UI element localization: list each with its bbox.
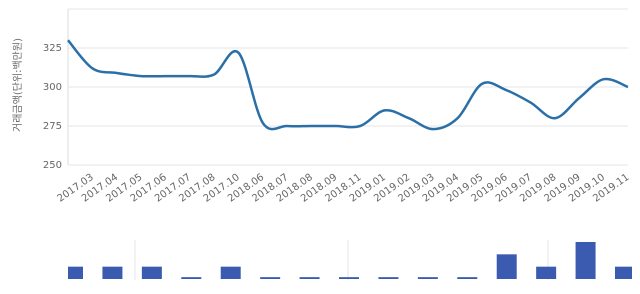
bar: [457, 277, 478, 279]
y-tick-label: 275: [43, 121, 62, 132]
bar: [260, 277, 281, 279]
bar: [417, 277, 438, 279]
bar: [536, 266, 557, 279]
bar: [102, 266, 123, 279]
bar: [575, 242, 596, 279]
bar: [339, 277, 359, 279]
line: [67, 39, 629, 131]
bar: [615, 266, 632, 279]
y-tick-label: 300: [43, 82, 62, 93]
bar: [496, 254, 517, 279]
bar: [68, 266, 83, 279]
bar: [378, 277, 399, 279]
bar: [141, 266, 162, 279]
bar: [181, 277, 202, 279]
y-tick-label: 325: [43, 43, 62, 54]
y-axis-label: 거래금액(단위:백만원): [11, 38, 24, 132]
y-tick-label: 250: [43, 160, 62, 171]
bar: [220, 266, 241, 279]
bar: [299, 277, 320, 279]
